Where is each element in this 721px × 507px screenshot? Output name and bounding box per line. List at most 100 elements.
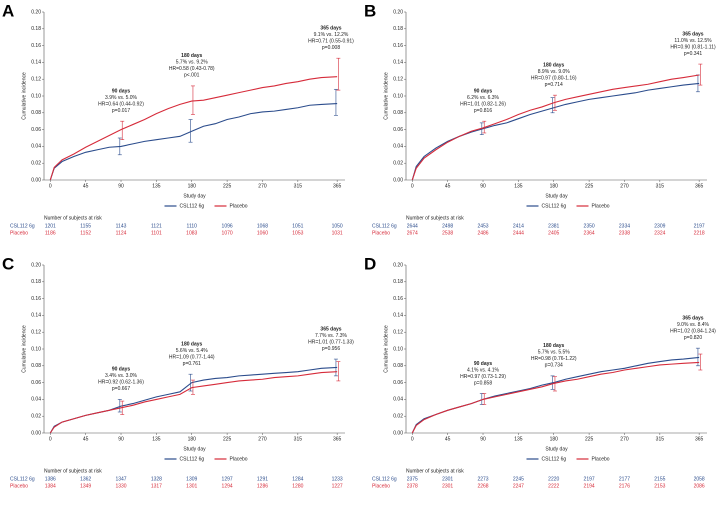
y-tick-label: 0.14 — [31, 313, 41, 319]
annotation: 90 days — [474, 89, 493, 95]
risk-count: 1309 — [186, 476, 197, 482]
x-tick-label: 135 — [514, 183, 523, 189]
annotation: p=0.017 — [112, 108, 130, 114]
annotation: HR=0.58 (0.43-0.78) — [169, 66, 215, 72]
annotation: 365 days — [682, 31, 703, 37]
x-tick-label: 180 — [550, 183, 559, 189]
incidence-line — [411, 74, 700, 181]
risk-count: 2405 — [548, 230, 559, 236]
annotation: p<.001 — [184, 73, 200, 79]
x-tick-label: 315 — [294, 436, 303, 442]
annotation: p=0.858 — [474, 380, 492, 386]
annotation: p=0.816 — [474, 108, 492, 114]
panel-letter: A — [2, 1, 14, 20]
risk-count: 1280 — [292, 483, 303, 489]
x-tick-label: 365 — [333, 436, 342, 442]
x-tick-label: 180 — [188, 183, 197, 189]
y-tick-label: 0.02 — [31, 414, 41, 420]
risk-count: 2338 — [619, 230, 630, 236]
x-tick-label: 0 — [411, 183, 414, 189]
y-tick-label: 0.14 — [393, 60, 403, 66]
y-tick-label: 0.18 — [393, 26, 403, 32]
x-tick-label: 270 — [620, 436, 629, 442]
x-axis-label: Study day — [183, 446, 206, 452]
risk-count: 1233 — [332, 476, 343, 482]
risk-title: Number of subjects at risk — [406, 215, 464, 221]
risk-count: 1347 — [115, 476, 126, 482]
annotation: HR=1.02 (0.84-1.24) — [670, 328, 716, 334]
y-tick-label: 0.18 — [31, 279, 41, 285]
risk-count: 1386 — [45, 476, 56, 482]
risk-count: 2381 — [548, 223, 559, 229]
risk-count: 2245 — [513, 476, 524, 482]
risk-count: 1294 — [222, 483, 233, 489]
x-tick-label: 225 — [223, 436, 232, 442]
annotation: 90 days — [112, 89, 131, 95]
x-tick-label: 315 — [294, 183, 303, 189]
annotation: p=0.761 — [183, 361, 201, 367]
risk-count: 2177 — [619, 476, 630, 482]
y-tick-label: 0.20 — [393, 262, 403, 268]
annotation: p=0.341 — [684, 51, 702, 57]
x-tick-label: 90 — [480, 183, 486, 189]
risk-count: 1101 — [151, 230, 162, 236]
risk-count: 1330 — [115, 483, 126, 489]
annotation: 90 days — [474, 361, 493, 367]
incidence-line — [49, 76, 338, 181]
y-tick-label: 0.06 — [31, 380, 41, 386]
y-tick-label: 0.06 — [31, 127, 41, 133]
incidence-line — [411, 356, 700, 434]
y-tick-label: 0.06 — [393, 127, 403, 133]
x-tick-label: 135 — [514, 436, 523, 442]
annotation: 5.7% vs. 9.2% — [176, 60, 209, 66]
risk-row-label: CSL112 6g — [372, 476, 397, 482]
annotation: 365 days — [682, 315, 703, 321]
annotation: p=0.008 — [322, 45, 340, 51]
risk-count: 2273 — [477, 476, 488, 482]
risk-count: 1143 — [116, 223, 127, 229]
x-tick-label: 225 — [585, 183, 594, 189]
risk-count: 1050 — [332, 223, 343, 229]
risk-count: 2486 — [477, 230, 488, 236]
x-axis-label: Study day — [545, 193, 568, 199]
annotation: p=0.714 — [545, 82, 563, 88]
annotation: 180 days — [181, 53, 202, 59]
y-tick-label: 0.12 — [31, 77, 41, 83]
annotation: 7.7% vs. 7.3% — [315, 333, 348, 339]
risk-row-label: CSL112 6g — [372, 223, 397, 229]
risk-count: 2324 — [654, 230, 665, 236]
panel: C 0.00 0.02 0.04 0.06 0.08 0.10 0.12 0.14 0.16 0.1… — [2, 254, 354, 489]
annotation: 5.7% vs. 5.5% — [538, 350, 571, 356]
risk-count: 2453 — [477, 223, 488, 229]
x-tick-label: 180 — [188, 436, 197, 442]
y-tick-label: 0.02 — [31, 161, 41, 167]
risk-count: 1297 — [222, 476, 233, 482]
risk-count: 1284 — [292, 476, 303, 482]
y-tick-label: 0.10 — [31, 93, 41, 99]
annotation: HR=0.97 (0.73-1.29) — [460, 374, 506, 380]
risk-count: 1083 — [186, 230, 197, 236]
risk-count: 1155 — [80, 223, 91, 229]
risk-count: 1121 — [151, 223, 162, 229]
x-tick-label: 270 — [258, 436, 267, 442]
y-tick-label: 0.00 — [393, 177, 403, 183]
annotation: p=0.820 — [684, 335, 702, 341]
legend-label: Placebo — [592, 203, 610, 209]
annotation: 3.4% vs. 3.0% — [105, 373, 138, 379]
annotation: HR=0.71 (0.55-0.91) — [308, 39, 354, 45]
y-axis-label: Cumulative incidence — [383, 325, 389, 373]
annotation: 365 days — [320, 26, 341, 32]
x-tick-label: 270 — [620, 183, 629, 189]
risk-title: Number of subjects at risk — [44, 468, 102, 474]
risk-count: 1031 — [332, 230, 343, 236]
x-tick-label: 0 — [49, 183, 52, 189]
annotation: 8.9% vs. 9.0% — [538, 69, 571, 75]
x-tick-label: 90 — [480, 436, 486, 442]
legend-label: Placebo — [592, 456, 610, 462]
y-tick-label: 0.20 — [31, 9, 41, 15]
risk-count: 2218 — [694, 230, 705, 236]
annotation: HR=0.97 (0.80-1.16) — [531, 75, 577, 81]
annotation: 9.1% vs. 12.2% — [314, 32, 349, 38]
risk-count: 1051 — [292, 223, 303, 229]
risk-count: 2538 — [442, 230, 453, 236]
